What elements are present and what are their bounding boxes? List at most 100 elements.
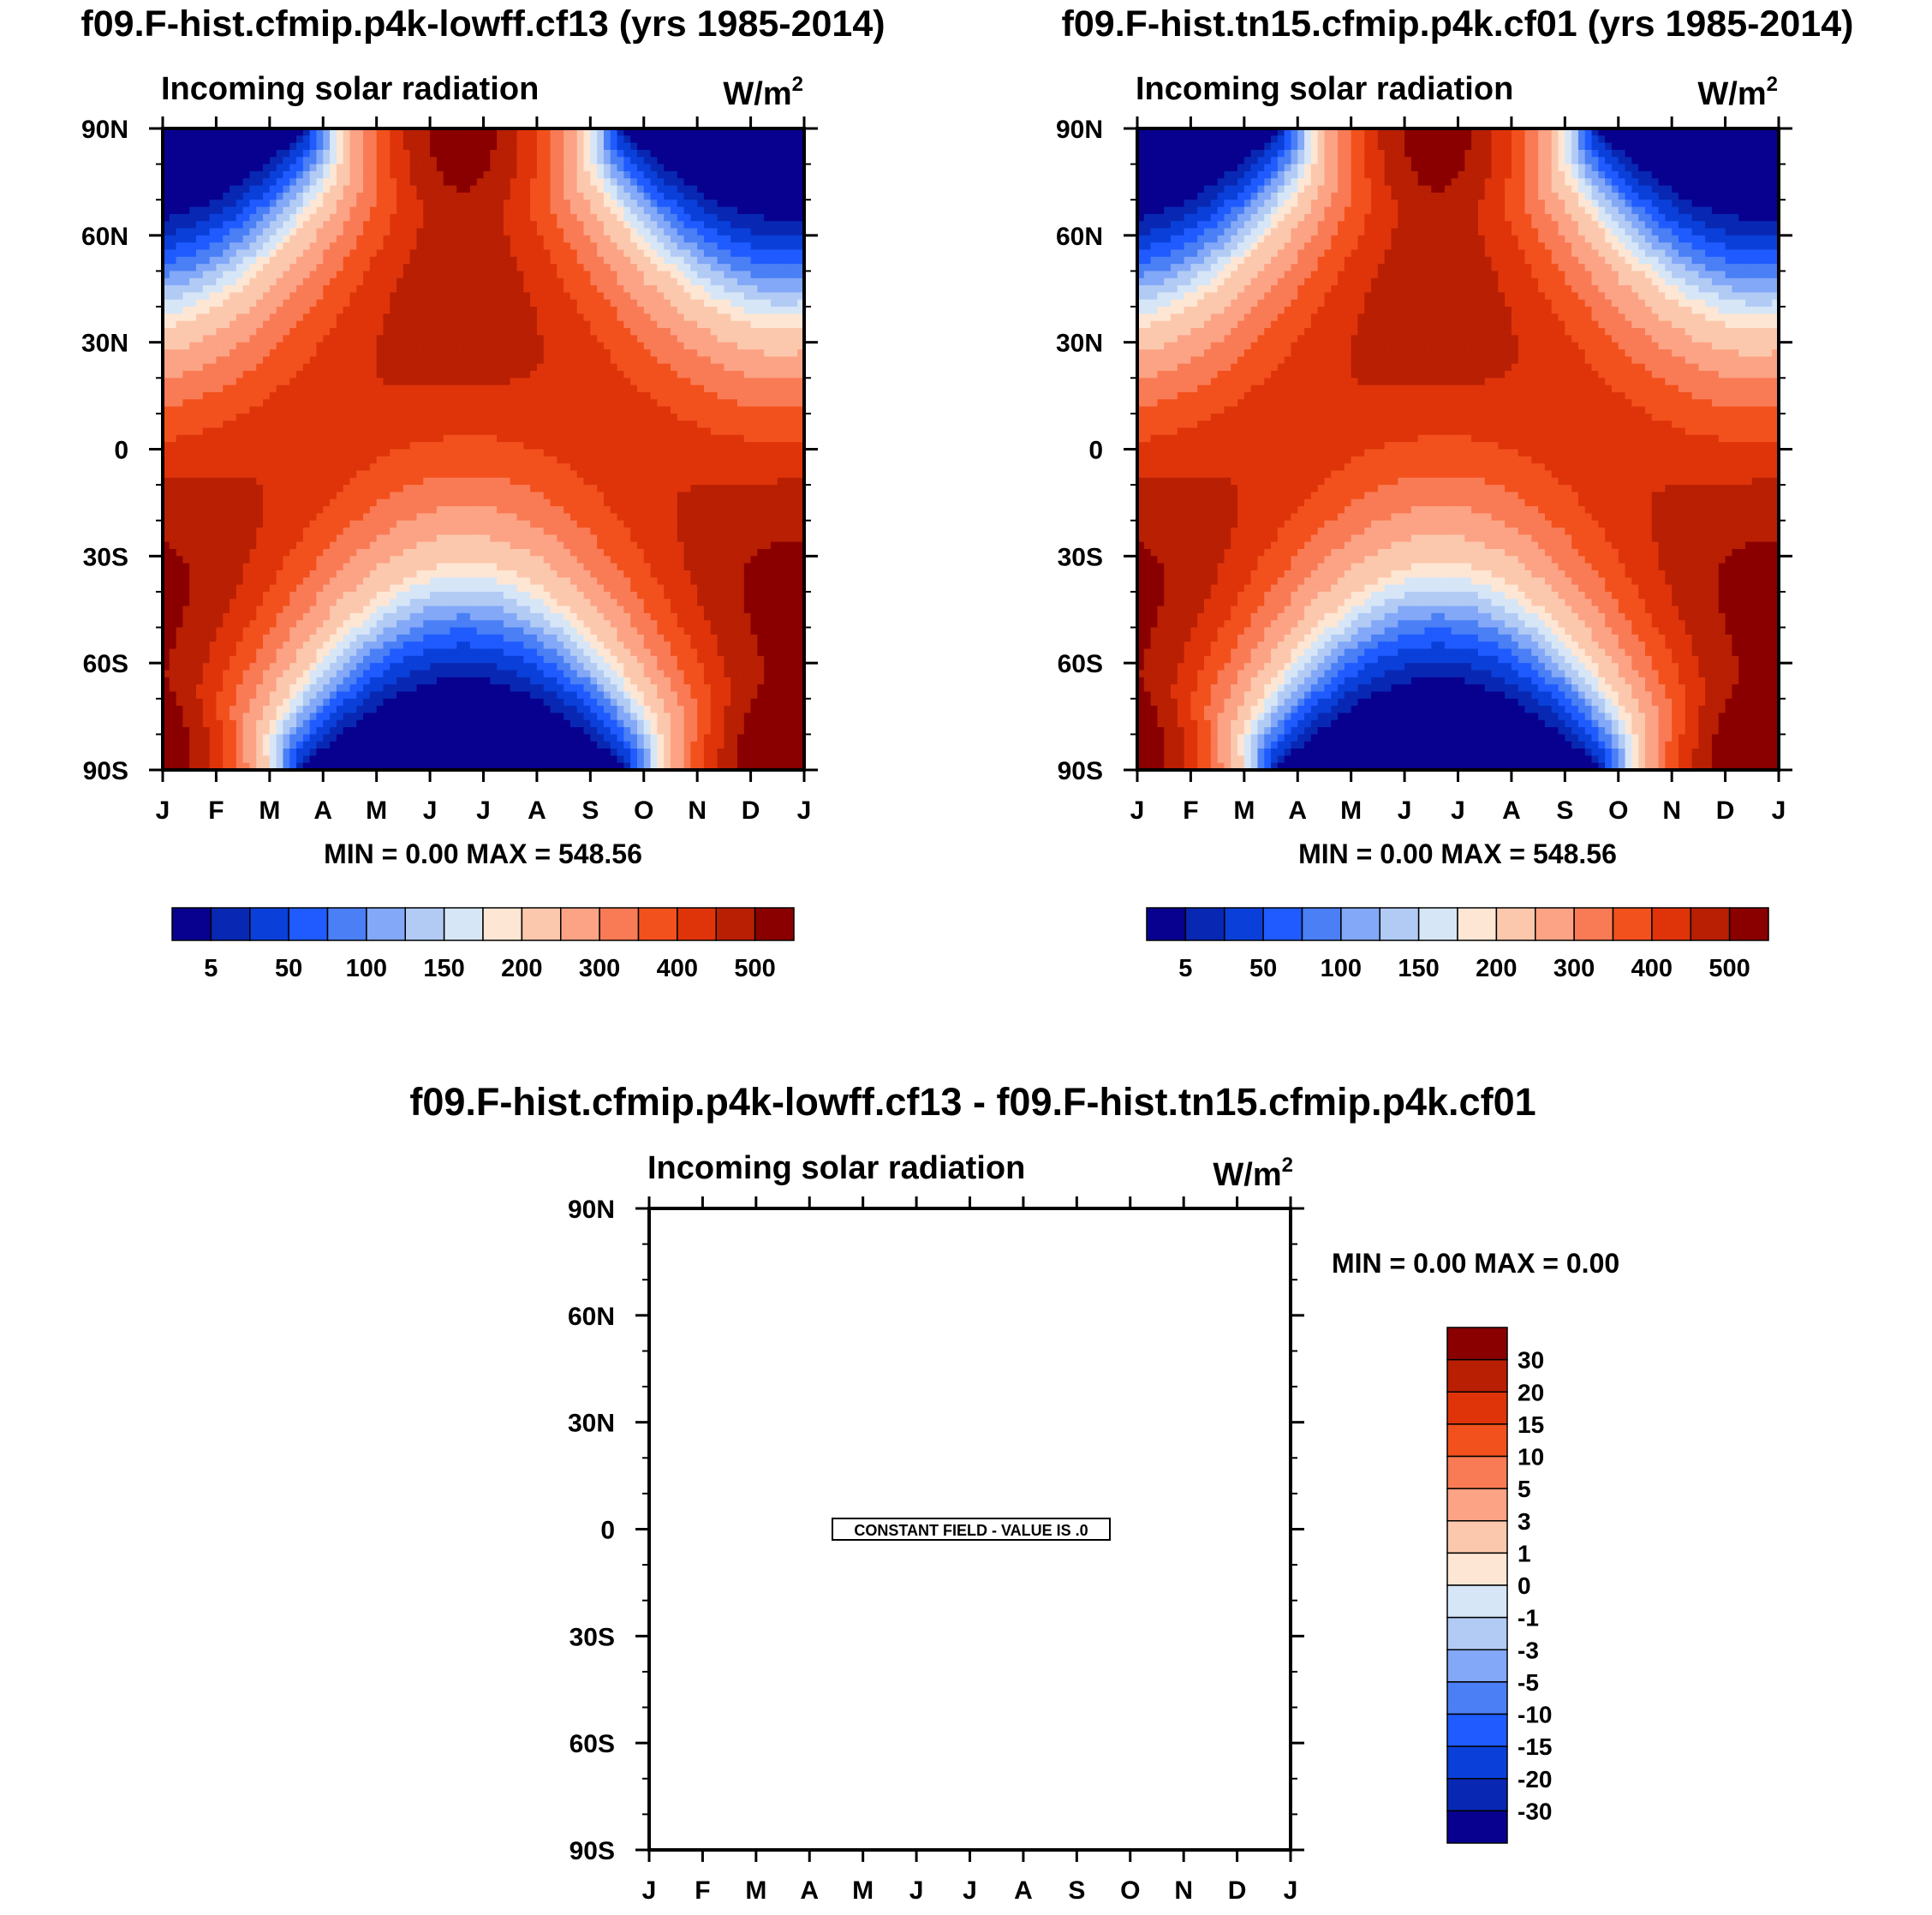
field-cell (263, 178, 271, 187)
field-cell (697, 427, 705, 436)
field-cell (730, 356, 738, 365)
field-cell (617, 164, 624, 172)
field-cell (664, 477, 671, 486)
field-cell (583, 470, 591, 479)
field-cell (476, 413, 485, 421)
field-cell (703, 264, 712, 272)
field-cell (356, 249, 364, 258)
field-cell (543, 492, 552, 500)
field-cell (677, 485, 685, 493)
field-cell (356, 292, 364, 301)
field-cell (276, 342, 284, 350)
field-cell (182, 264, 190, 272)
field-cell (583, 221, 591, 230)
field-cell (610, 142, 618, 151)
field-cell (617, 492, 624, 500)
field-cell (516, 213, 524, 222)
field-cell (764, 157, 772, 165)
field-cell (423, 421, 431, 429)
field-cell (764, 456, 772, 464)
field-cell (683, 363, 691, 372)
field-cell (683, 442, 691, 450)
field-cell (236, 192, 244, 200)
field-cell (530, 363, 538, 372)
field-cell (697, 399, 705, 408)
field-cell (383, 242, 391, 251)
field-cell (209, 406, 218, 415)
field-cell (296, 427, 304, 436)
field-cell (330, 349, 337, 357)
field-cell (223, 170, 230, 179)
field-cell (564, 320, 571, 329)
field-cell (583, 135, 591, 144)
field-cell (416, 178, 424, 187)
field-cell (643, 235, 652, 243)
field-cell (343, 206, 351, 215)
field-cell (610, 413, 618, 421)
field-cell (163, 413, 170, 421)
field-cell (316, 449, 324, 457)
field-cell (383, 456, 391, 464)
field-cell (323, 185, 331, 194)
field-cell (369, 485, 378, 493)
field-cell (583, 456, 591, 464)
field-cell (650, 264, 658, 272)
field-cell (530, 185, 538, 194)
field-cell (797, 142, 804, 151)
field-cell (770, 206, 778, 215)
field-cell (583, 256, 591, 265)
field-cell (443, 285, 451, 294)
field-cell (302, 249, 311, 258)
field-cell (730, 249, 738, 258)
field-cell (416, 170, 424, 179)
field-cell (630, 178, 638, 187)
field-cell (757, 370, 765, 379)
field-cell (469, 170, 478, 179)
field-cell (670, 170, 678, 179)
field-cell (690, 356, 698, 365)
field-cell (683, 185, 691, 194)
field-cell (497, 192, 504, 200)
field-cell (576, 277, 585, 286)
field-cell (343, 342, 351, 350)
field-cell (770, 449, 778, 457)
field-cell (476, 128, 485, 136)
field-cell (216, 213, 224, 222)
field-cell (276, 463, 284, 472)
field-cell (690, 200, 698, 208)
field-cell (423, 349, 431, 357)
field-cell (623, 235, 631, 243)
field-cell (196, 192, 204, 200)
field-cell (263, 363, 271, 372)
field-cell (276, 399, 284, 408)
field-cell (497, 442, 504, 450)
field-cell (249, 492, 257, 500)
field-cell (557, 413, 564, 421)
field-cell (677, 385, 685, 393)
field-cell (397, 349, 404, 357)
field-cell (450, 406, 457, 415)
field-cell (730, 342, 738, 350)
field-cell (569, 313, 578, 322)
field-cell (523, 157, 531, 165)
field-cell (236, 228, 244, 236)
field-cell (390, 157, 397, 165)
field-cell (263, 313, 271, 322)
field-cell (784, 363, 791, 372)
field-cell (657, 320, 665, 329)
field-cell (636, 277, 645, 286)
field-cell (249, 135, 257, 144)
field-cell (483, 434, 491, 443)
field-cell (469, 192, 478, 200)
field-cell (163, 349, 170, 357)
field-cell (236, 370, 244, 379)
field-cell (797, 277, 804, 286)
field-cell (409, 477, 418, 486)
field-cell (269, 213, 277, 222)
field-cell (443, 271, 451, 279)
field-cell (610, 128, 618, 136)
field-cell (630, 221, 638, 230)
field-cell (516, 335, 524, 343)
field-cell (784, 192, 791, 200)
field-cell (717, 164, 724, 172)
